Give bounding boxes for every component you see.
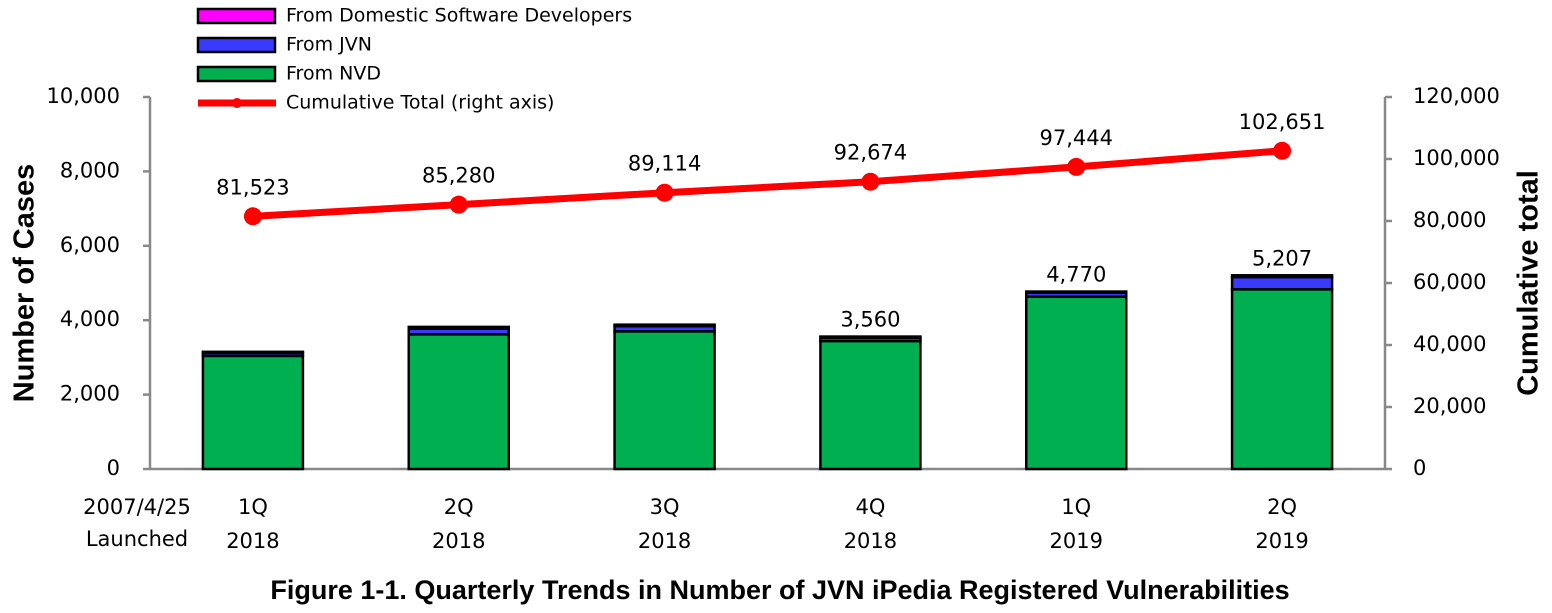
x-tick-label: 2018 <box>226 529 279 553</box>
x-tick-label: 2019 <box>1050 529 1103 553</box>
y2-tick-label: 0 <box>1413 456 1426 480</box>
bar-segment <box>1230 274 1334 279</box>
data-label: 85,280 <box>422 164 495 188</box>
x-tick-label: 1Q <box>1061 495 1091 519</box>
y2-tick-label: 100,000 <box>1413 146 1500 170</box>
data-label: 97,444 <box>1040 126 1113 150</box>
y2-tick-label: 20,000 <box>1413 394 1486 418</box>
legend-swatch <box>196 7 277 25</box>
legend-swatch <box>196 36 277 54</box>
bar-segment <box>201 350 305 355</box>
legend-label: From NVD <box>286 63 381 85</box>
y-axis-title: Number of Cases <box>9 164 41 403</box>
line-marker <box>243 207 262 226</box>
annotation: 2007/4/25 <box>83 495 191 519</box>
data-label: 102,651 <box>1239 110 1326 134</box>
x-tick-label: 2018 <box>432 529 485 553</box>
bar-segment <box>407 333 510 471</box>
legend-label: From Domestic Software Developers <box>286 5 632 27</box>
line-marker <box>449 195 468 214</box>
total-label: 5,207 <box>1252 246 1312 270</box>
x-tick-label: 2Q <box>444 495 474 519</box>
y2-tick-label: 120,000 <box>1413 84 1500 108</box>
data-label: 81,523 <box>216 175 289 199</box>
bar-segment <box>1230 288 1334 471</box>
line-marker <box>655 183 674 202</box>
bar-segment <box>613 323 716 328</box>
legend-label: Cumulative Total (right axis) <box>286 92 554 114</box>
line-marker <box>1273 141 1292 160</box>
y2-tick-label: 40,000 <box>1413 332 1486 356</box>
line <box>252 147 1283 220</box>
y-tick-label: 10,000 <box>47 84 120 108</box>
total-label: 4,770 <box>1046 263 1106 287</box>
bar-segment <box>1025 290 1128 294</box>
y2-tick-label: 60,000 <box>1413 270 1486 294</box>
y-tick-label: 0 <box>107 456 120 480</box>
line-marker <box>1067 157 1086 176</box>
legend-swatch <box>232 98 242 108</box>
y-tick-label: 6,000 <box>60 233 120 257</box>
bar-segment <box>201 354 305 471</box>
chart-title: Figure 1-1. Quarterly Trends in Number o… <box>270 575 1289 605</box>
x-tick-label: 2Q <box>1267 495 1297 519</box>
x-tick-label: 3Q <box>650 495 680 519</box>
data-label: 92,674 <box>834 141 907 165</box>
data-label: 89,114 <box>628 152 701 176</box>
legend-label: From JVN <box>286 34 372 56</box>
annotation: Launched <box>86 527 188 551</box>
bar-segment <box>613 330 716 471</box>
bar-segment <box>1230 275 1334 291</box>
y2-tick-label: 80,000 <box>1413 208 1486 232</box>
x-tick-label: 2018 <box>844 529 897 553</box>
bar-segment <box>1025 295 1128 471</box>
bar-segment <box>819 339 922 471</box>
bar-segment <box>819 335 922 339</box>
x-tick-label: 2018 <box>638 529 691 553</box>
y2-axis-title: Cumulative total <box>1513 170 1545 396</box>
y-tick-label: 8,000 <box>60 158 120 182</box>
legend-swatch <box>196 65 277 83</box>
bar-segment <box>407 325 510 331</box>
line-marker <box>861 172 880 191</box>
x-tick-label: 4Q <box>855 495 885 519</box>
total-label: 3,560 <box>840 308 900 332</box>
x-tick-label: 2019 <box>1255 529 1308 553</box>
y-tick-label: 2,000 <box>60 382 120 406</box>
x-tick-label: 1Q <box>238 495 268 519</box>
y-tick-label: 4,000 <box>60 307 120 331</box>
